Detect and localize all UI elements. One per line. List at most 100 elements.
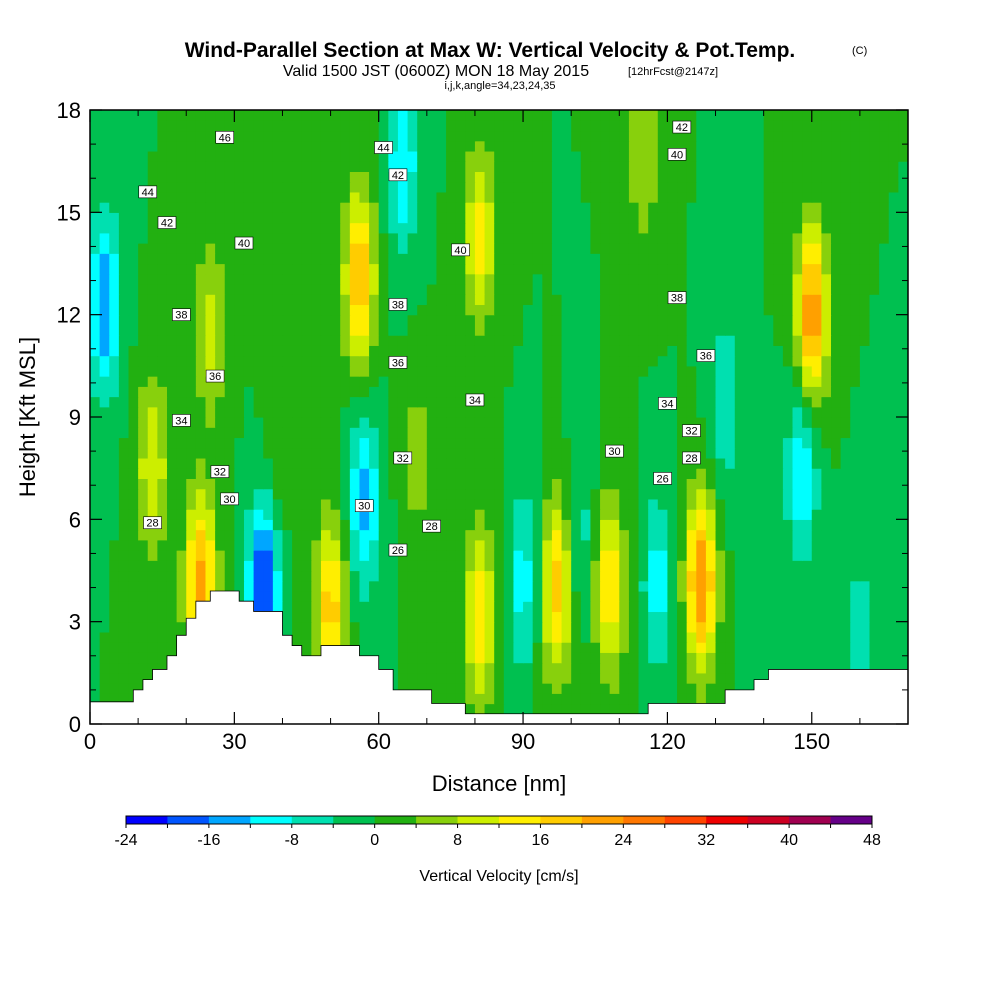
- w-cell: [138, 509, 149, 520]
- w-cell: [282, 140, 293, 152]
- w-cell: [821, 355, 832, 367]
- w-cell: [301, 529, 312, 541]
- w-cell: [465, 519, 476, 531]
- w-cell: [898, 406, 908, 418]
- w-cell: [484, 498, 495, 510]
- w-cell: [638, 222, 649, 234]
- w-cell: [831, 253, 842, 265]
- w-cell: [898, 191, 908, 203]
- w-cell: [311, 314, 322, 326]
- w-cell: [263, 601, 274, 613]
- w-cell: [782, 365, 794, 377]
- w-cell: [648, 447, 659, 459]
- w-cell: [176, 140, 187, 152]
- w-cell: [369, 406, 380, 418]
- w-cell: [234, 396, 245, 408]
- w-cell: [754, 324, 765, 336]
- w-cell: [551, 273, 563, 285]
- w-cell: [609, 345, 620, 357]
- w-cell: [869, 335, 880, 346]
- w-cell: [243, 314, 255, 326]
- w-cell: [99, 243, 110, 254]
- w-cell: [378, 263, 389, 275]
- w-cell: [118, 631, 130, 643]
- w-cell: [705, 212, 717, 224]
- w-cell: [600, 140, 611, 152]
- w-cell: [821, 417, 832, 428]
- w-cell: [195, 560, 207, 572]
- w-cell: [619, 304, 630, 316]
- w-cell: [734, 263, 745, 275]
- w-cell: [195, 140, 207, 152]
- w-cell: [301, 580, 312, 592]
- w-cell: [407, 621, 418, 633]
- w-cell: [571, 161, 582, 172]
- w-cell: [715, 335, 726, 346]
- w-cell: [484, 560, 495, 572]
- w-cell: [821, 519, 832, 531]
- w-cell: [176, 498, 187, 510]
- w-cell: [426, 580, 438, 592]
- w-cell: [109, 621, 120, 633]
- w-cell: [118, 550, 130, 561]
- w-cell: [831, 335, 842, 346]
- w-cell: [754, 314, 765, 326]
- w-cell: [859, 447, 871, 459]
- w-cell: [118, 386, 130, 398]
- w-cell: [446, 140, 457, 152]
- w-cell: [677, 314, 688, 326]
- w-cell: [773, 212, 784, 224]
- w-cell: [388, 642, 399, 653]
- w-cell: [417, 253, 428, 265]
- w-cell: [157, 601, 168, 613]
- w-cell: [734, 355, 745, 367]
- w-cell: [436, 488, 447, 500]
- w-cell: [802, 601, 813, 613]
- w-cell: [628, 345, 640, 357]
- w-cell: [369, 335, 380, 346]
- w-cell: [195, 335, 207, 346]
- w-cell: [494, 212, 505, 224]
- w-cell: [292, 601, 303, 613]
- w-cell: [118, 171, 130, 183]
- w-cell: [195, 212, 207, 224]
- w-cell: [263, 386, 274, 398]
- w-cell: [898, 304, 908, 316]
- w-cell: [571, 560, 582, 572]
- w-cell: [397, 345, 409, 357]
- w-cell: [397, 150, 409, 162]
- w-cell: [840, 212, 851, 224]
- w-cell: [725, 181, 736, 193]
- w-cell: [263, 560, 274, 572]
- w-cell: [99, 601, 110, 613]
- w-cell: [426, 283, 438, 295]
- w-cell: [349, 447, 361, 459]
- w-cell: [166, 376, 178, 387]
- w-cell: [128, 590, 139, 602]
- w-cell: [648, 283, 659, 295]
- w-cell: [340, 355, 351, 367]
- w-cell: [725, 478, 736, 490]
- w-cell: [340, 140, 351, 152]
- w-cell: [282, 417, 293, 428]
- w-cell: [590, 642, 601, 653]
- w-cell: [263, 519, 274, 531]
- w-cell: [859, 570, 871, 582]
- w-cell: [215, 314, 226, 326]
- w-cell: [263, 355, 274, 367]
- w-cell: [436, 396, 447, 408]
- w-cell: [417, 560, 428, 572]
- w-cell: [677, 396, 688, 408]
- w-cell: [292, 232, 303, 244]
- w-cell: [821, 161, 832, 172]
- w-cell: [215, 386, 226, 398]
- w-cell: [282, 580, 293, 592]
- w-cell: [648, 150, 659, 162]
- w-cell: [426, 550, 438, 561]
- w-cell: [263, 140, 274, 152]
- w-cell: [417, 140, 428, 152]
- w-cell: [166, 140, 178, 152]
- w-cell: [542, 324, 553, 336]
- w-cell: [677, 693, 688, 705]
- w-cell: [234, 580, 245, 592]
